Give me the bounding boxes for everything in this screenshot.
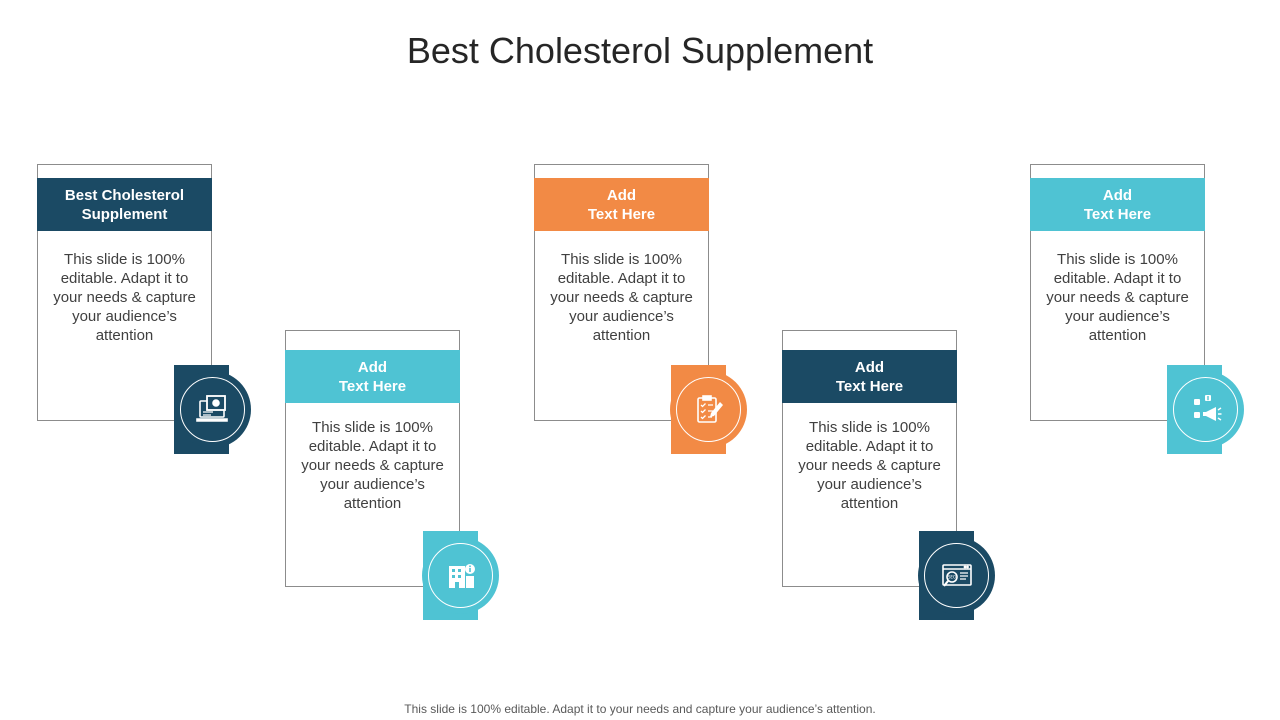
slide-title: Best Cholesterol Supplement (406, 30, 874, 71)
card-body: This slide is 100% editable. Adapt it to… (1046, 251, 1189, 344)
card-body: This slide is 100% editable. Adapt it to… (550, 251, 693, 344)
card-5: Add Text Here This slide is 100% editabl… (1030, 164, 1205, 421)
card-header: Add Text Here (782, 350, 957, 403)
svg-text:SEO: SEO (947, 574, 955, 579)
card-2-icon-badge (422, 537, 499, 614)
slide-footer: This slide is 100% editable. Adapt it to… (404, 702, 876, 716)
card-1-icon-badge (174, 371, 251, 448)
clipboard-checklist-icon (696, 394, 723, 423)
card-5-icon-badge (1167, 371, 1244, 448)
laptop-gear-icon (195, 394, 228, 422)
card-header: Add Text Here (285, 350, 460, 403)
card-4-icon-badge: SEO (918, 537, 995, 614)
building-info-icon (448, 563, 475, 588)
social-megaphone-icon (1193, 394, 1221, 421)
card-header: Best Cholesterol Supplement (37, 178, 212, 231)
card-body: This slide is 100% editable. Adapt it to… (301, 419, 444, 512)
seo-browser-icon: SEO (941, 563, 972, 587)
card-header: Add Text Here (1030, 178, 1205, 231)
card-1: Best Cholesterol Supplement This slide i… (37, 164, 212, 421)
card-header: Add Text Here (534, 178, 709, 231)
card-body: This slide is 100% editable. Adapt it to… (798, 419, 941, 512)
card-3-icon-badge (670, 371, 747, 448)
card-body: This slide is 100% editable. Adapt it to… (53, 251, 196, 344)
